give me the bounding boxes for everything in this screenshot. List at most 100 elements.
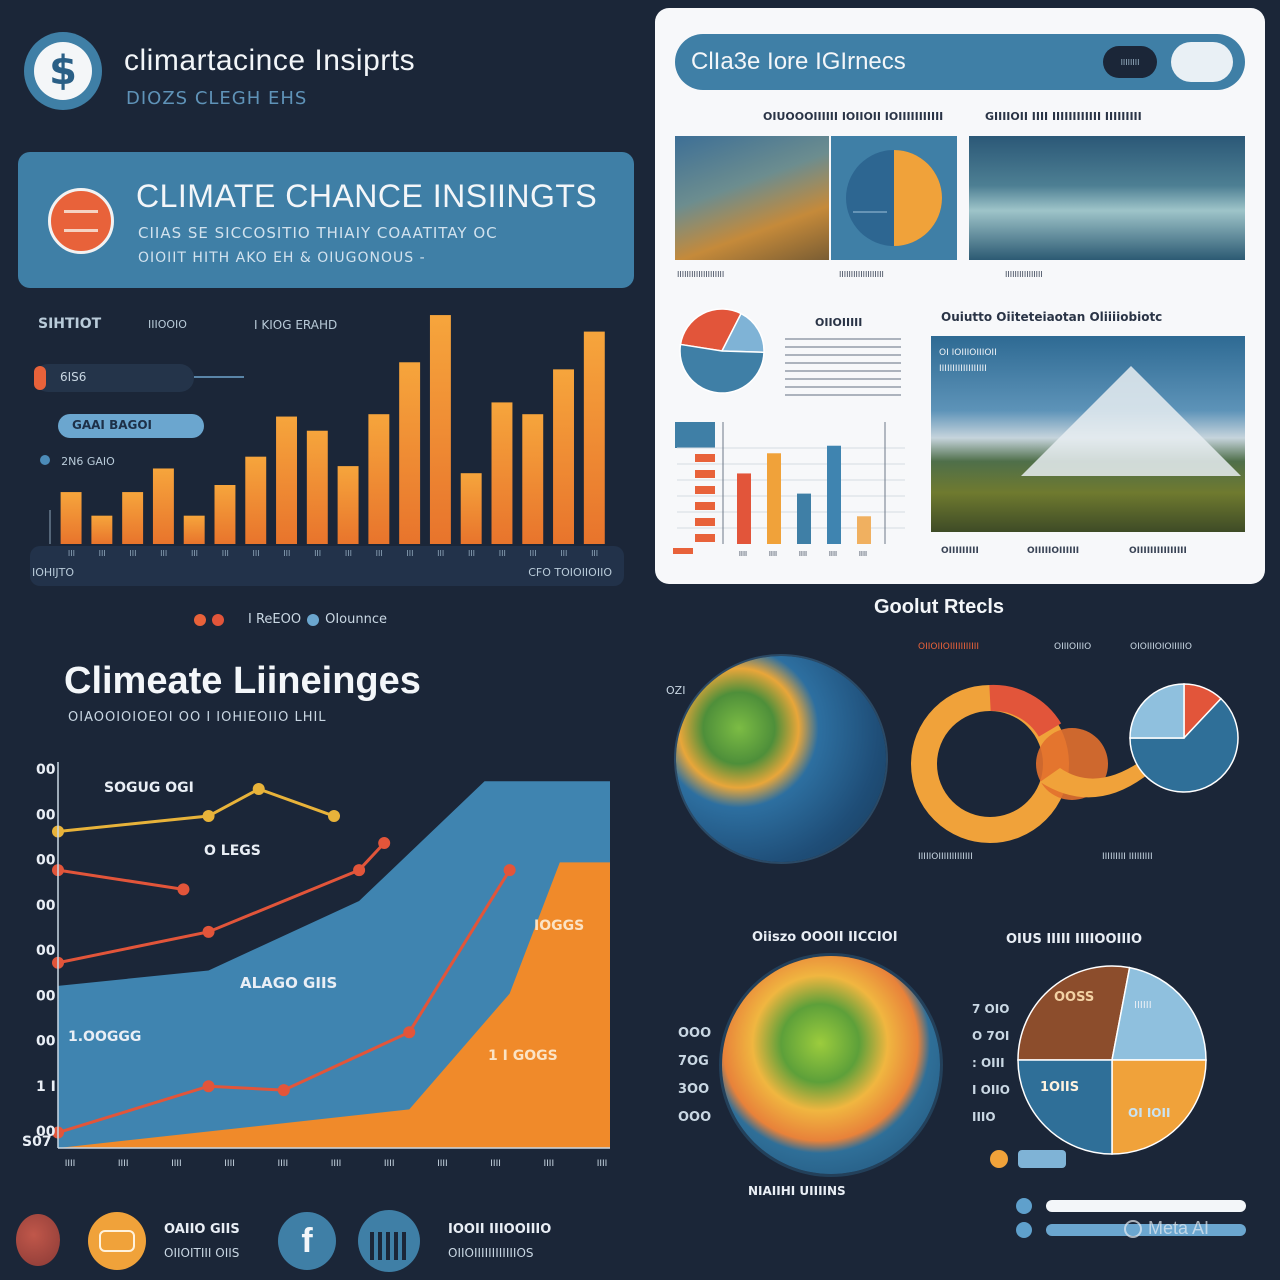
bar-tick-label: III [314, 549, 321, 558]
slider-2-track [1046, 1224, 1246, 1236]
y-tick-label: 1 I [36, 1079, 56, 1095]
x-tick-label: IIII [331, 1159, 342, 1169]
report-small-3: IIIIIIIIIIIIIIII [1005, 270, 1043, 279]
series-point [177, 883, 190, 896]
banner-badge [48, 188, 114, 254]
coin-icon[interactable] [88, 1212, 146, 1270]
mini-bar-row-marker [695, 518, 715, 526]
mini-bar [857, 516, 871, 544]
globe-europe-title: Oiiszo OOOII IICCIOI [752, 930, 898, 945]
bar-legend-3: 2N6 GAIO [40, 450, 115, 469]
bar [429, 315, 451, 544]
building-icon[interactable] [358, 1210, 420, 1272]
x-tick-label: IIII [118, 1159, 129, 1169]
mini-bar-tick: IIII [859, 550, 867, 558]
series-line [57, 787, 335, 833]
globe-tick: OOO [678, 1026, 712, 1041]
y-tick-label: 00 [36, 853, 56, 869]
bar-tick-label: III [283, 549, 290, 558]
half-pie-chart [846, 150, 942, 246]
y-tick-label: 00 [36, 943, 56, 959]
mini-bar-row-marker [695, 486, 715, 494]
area-orange [58, 862, 610, 1148]
globe-tick: OOO [678, 1110, 712, 1125]
pie2-legend [990, 1150, 1066, 1168]
banner-line-1: CIIAS SE SICCOSITIO THIAIY COAATITAY OC [138, 224, 498, 242]
small-pie-chart [679, 308, 765, 394]
facebook-icon[interactable]: f [278, 1212, 336, 1270]
mini-bar-tick: IIII [739, 550, 747, 558]
slider-1[interactable] [1016, 1198, 1248, 1214]
bar-tick-label: III [591, 549, 598, 558]
mini-bar-tick: IIII [829, 550, 837, 558]
lines-label-mid: O LEGS [204, 843, 261, 859]
brand-logo[interactable]: $ [24, 32, 102, 110]
quadrant-pie-chart [1017, 965, 1207, 1155]
report-toggle-icon[interactable] [1171, 42, 1233, 82]
ring-red-arc [989, 684, 1062, 738]
pie2-label-tr: IIIIII [1134, 1000, 1152, 1011]
report-foot-3: OIIIIIIIIIIIIIII [1129, 546, 1187, 556]
report-small-1: IIIIIIIIIIIIIIIIIIII [677, 270, 725, 279]
lines-label-top: SOGUG OGI [104, 780, 194, 796]
bar-chart: III III III III III III III III III III III III III I… [30, 315, 624, 586]
slider-2[interactable] [1016, 1222, 1248, 1238]
bar [522, 414, 544, 544]
bar-footer-left: IOHIJTO [32, 566, 75, 579]
mountain-peak [1021, 366, 1241, 476]
bar [306, 430, 328, 544]
report-caption-2: GIIIIOII IIII IIIIIIIIIIII IIIIIIIII [985, 110, 1142, 123]
globe-tick: 7OG [678, 1054, 709, 1069]
footer-item-2-a: IOOII IIIOOIIIO [448, 1222, 552, 1237]
globe-europe-foot: NIAIIHI UIIIINS [748, 1184, 846, 1198]
bar-pill-1: 6IS6 [34, 364, 194, 392]
bar-tick-label: III [129, 549, 136, 558]
bar-base-strip [30, 546, 624, 586]
mini-bar [737, 473, 751, 544]
quadrant-pie-slice [1111, 1059, 1207, 1155]
pie2-label-br: OI IOII [1128, 1106, 1171, 1120]
series-line [57, 868, 184, 891]
bar [553, 369, 574, 544]
report-foot-2: OIIIIIOIIIIII [1027, 546, 1080, 556]
rings-infographic [911, 683, 1239, 843]
pie2-label-bl: 1OIIS [1040, 1080, 1080, 1095]
pie2-tick: O 7OI [972, 1029, 1010, 1043]
legend-dot-c [307, 613, 320, 626]
report-pill[interactable]: IIIIIIII [1103, 46, 1157, 78]
mountain-image: OI IOIIIOIIIOII IIIIIIIIIIIIIIIIII [931, 336, 1245, 532]
legend-text: I ReEOO [248, 612, 302, 627]
pie2-legend-dot [990, 1150, 1008, 1168]
series-point [252, 783, 265, 796]
small-pie-slice [720, 312, 765, 354]
building-columns [370, 1232, 408, 1260]
x-tick-label: IIII [490, 1159, 501, 1169]
yarn-ball-icon[interactable] [16, 1214, 60, 1266]
y-tick-label: 00 [36, 807, 56, 823]
bar [152, 468, 174, 544]
bar-tick-label: III [376, 549, 383, 558]
lines-subtitle: OIAOOIOIOEOI OO I IOHIEOIIO LHIL [68, 710, 327, 725]
mini-bar [767, 453, 781, 544]
bar-label-2: IIIOOIO [148, 318, 187, 331]
report-small-2: IIIIIIIIIIIIIIIIIII [839, 270, 884, 279]
mini-bar [797, 493, 811, 544]
y-tick-label-bottom: S07 [22, 1134, 52, 1150]
x-tick-label: IIII [384, 1159, 395, 1169]
series-point [403, 1026, 416, 1039]
bar-pill-label-2: GAAI BAGOI [72, 418, 153, 432]
y-tick-label: 00 [36, 1124, 56, 1140]
mini-bar-row-marker [695, 470, 715, 478]
bar [245, 456, 267, 544]
dollar-globe-icon: $ [34, 42, 92, 100]
series-point [353, 864, 366, 877]
series-point [328, 810, 340, 823]
bar [583, 331, 605, 544]
report-section-title: Ouiutto Oiiteteiaotan Oliiiiobiotc [941, 310, 1163, 324]
quadrant-pie-slice [1017, 965, 1131, 1061]
x-tick-label: IIII [171, 1159, 182, 1169]
bar-pill-2: GAAI BAGOI [58, 414, 204, 438]
ring-pie-slice [1129, 683, 1185, 739]
global-top-label-2: OIIIOIIIO [1054, 642, 1092, 652]
pie2-ticks: 7 OIO O 7OI : OIII I OIIO IIIO [972, 996, 1010, 1131]
